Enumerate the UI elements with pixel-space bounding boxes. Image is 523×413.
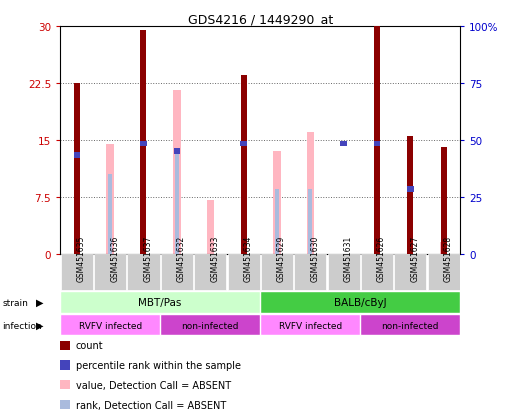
Bar (407, 137, 413, 254)
Bar (173, 91, 180, 254)
FancyBboxPatch shape (161, 315, 259, 336)
FancyBboxPatch shape (228, 255, 259, 290)
Text: ▶: ▶ (36, 297, 43, 308)
Bar (374, 27, 380, 254)
FancyBboxPatch shape (61, 255, 93, 290)
Text: GSM451632: GSM451632 (177, 235, 186, 282)
FancyBboxPatch shape (194, 255, 226, 290)
Title: GDS4216 / 1449290_at: GDS4216 / 1449290_at (188, 13, 333, 26)
Bar (174, 149, 180, 154)
Bar (308, 190, 312, 254)
FancyBboxPatch shape (361, 255, 393, 290)
Bar (241, 76, 246, 254)
Bar (108, 174, 112, 254)
Bar (373, 142, 380, 147)
Bar (273, 152, 280, 254)
Text: percentile rank within the sample: percentile rank within the sample (76, 360, 241, 370)
Text: MBT/Pas: MBT/Pas (139, 297, 182, 308)
FancyBboxPatch shape (361, 315, 460, 336)
Bar (60, 400, 70, 409)
Text: GSM451627: GSM451627 (410, 235, 419, 282)
FancyBboxPatch shape (394, 255, 426, 290)
Bar (340, 142, 347, 147)
Text: count: count (76, 340, 104, 350)
Bar (275, 190, 279, 254)
Bar (140, 142, 147, 147)
Text: GSM451626: GSM451626 (377, 235, 386, 282)
Bar (60, 341, 70, 350)
FancyBboxPatch shape (261, 315, 359, 336)
FancyBboxPatch shape (94, 255, 126, 290)
Text: GSM451630: GSM451630 (310, 235, 319, 282)
Text: ▶: ▶ (36, 320, 43, 330)
Text: GSM451636: GSM451636 (110, 235, 119, 282)
Bar (240, 142, 247, 147)
Text: strain: strain (3, 298, 28, 307)
Bar (107, 144, 114, 254)
FancyBboxPatch shape (327, 255, 359, 290)
Bar (441, 235, 446, 254)
Text: RVFV infected: RVFV infected (78, 321, 142, 330)
Text: GSM451634: GSM451634 (244, 235, 253, 282)
Text: non-infected: non-infected (381, 321, 439, 330)
Bar (60, 380, 70, 389)
FancyBboxPatch shape (61, 315, 160, 336)
Bar (407, 187, 414, 192)
Text: infection: infection (3, 321, 42, 330)
Text: GSM451635: GSM451635 (77, 235, 86, 282)
Bar (60, 361, 70, 370)
FancyBboxPatch shape (294, 255, 326, 290)
Text: GSM451629: GSM451629 (277, 235, 286, 282)
Text: BALB/cByJ: BALB/cByJ (334, 297, 386, 308)
Bar (175, 152, 179, 254)
Bar (207, 201, 214, 254)
Bar (440, 243, 447, 254)
Text: GSM451631: GSM451631 (344, 235, 353, 282)
Bar (74, 153, 80, 158)
Bar (141, 31, 146, 254)
Bar (74, 83, 80, 254)
Text: GSM451628: GSM451628 (444, 235, 452, 282)
Text: rank, Detection Call = ABSENT: rank, Detection Call = ABSENT (76, 400, 226, 410)
FancyBboxPatch shape (428, 255, 460, 290)
Bar (440, 148, 447, 254)
Text: RVFV infected: RVFV infected (279, 321, 342, 330)
Bar (306, 133, 314, 254)
Text: non-infected: non-infected (181, 321, 239, 330)
Text: GSM451633: GSM451633 (210, 235, 219, 282)
Text: GSM451637: GSM451637 (143, 235, 153, 282)
Text: value, Detection Call = ABSENT: value, Detection Call = ABSENT (76, 380, 231, 390)
FancyBboxPatch shape (128, 255, 160, 290)
FancyBboxPatch shape (61, 292, 259, 313)
FancyBboxPatch shape (261, 255, 293, 290)
FancyBboxPatch shape (161, 255, 193, 290)
FancyBboxPatch shape (261, 292, 460, 313)
